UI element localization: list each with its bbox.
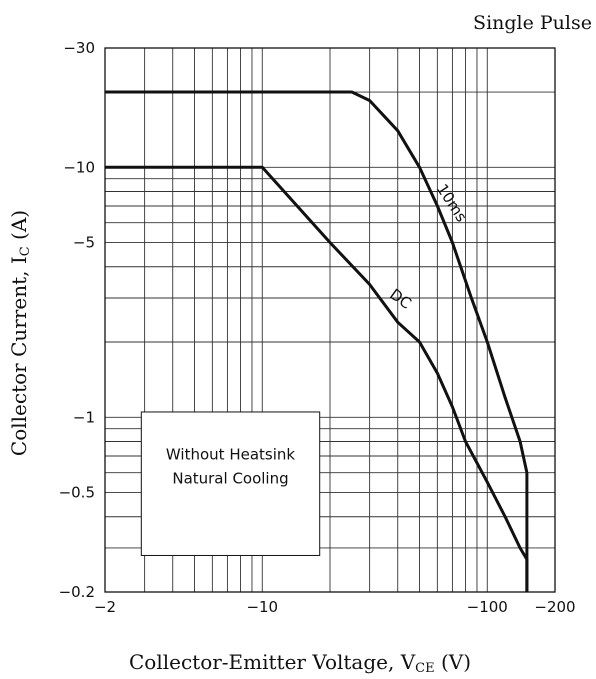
y-tick-label: −0.5 — [59, 484, 95, 502]
x-tick-label: −2 — [94, 598, 116, 616]
x-tick-label: −100 — [467, 598, 508, 616]
series-label-dc: DC — [386, 285, 414, 313]
x-axis-label-subscript: CE — [415, 661, 434, 676]
x-axis-label-main: Collector-Emitter Voltage, V — [129, 650, 416, 674]
annotation-line-2: Natural Cooling — [172, 470, 288, 488]
y-tick-label: −10 — [63, 158, 95, 176]
x-axis-label: Collector-Emitter Voltage, VCE (V) — [129, 650, 471, 676]
y-axis-label-main: Collector Current, I — [7, 256, 31, 456]
x-tick-label: −200 — [534, 598, 575, 616]
y-axis-label-unit: (A) — [7, 210, 31, 246]
series-line-10ms — [105, 90, 529, 592]
annotation-box-frame — [140, 411, 321, 556]
tick-labels: −2 −10 −100 −200 −30 −10 −5 −1 −0.5 −0.2 — [59, 39, 576, 616]
y-axis-label-subscript: C — [18, 246, 33, 256]
y-tick-label: −30 — [63, 39, 95, 57]
grid — [105, 48, 555, 592]
plot-frame — [104, 47, 556, 593]
annotation-line-1: Without Heatsink — [166, 445, 295, 463]
y-tick-label: −1 — [73, 408, 95, 426]
series-line-dc — [105, 165, 529, 592]
x-axis-label-unit: (V) — [435, 650, 471, 674]
x-tick-label: −10 — [246, 598, 278, 616]
chart-title: Single Pulse — [473, 12, 592, 34]
y-tick-label: −5 — [73, 234, 95, 252]
y-tick-label: −0.2 — [59, 583, 95, 601]
y-axis-label: Collector Current, IC (A) — [7, 210, 33, 456]
annotation-box: Without Heatsink Natural Cooling — [140, 411, 321, 556]
